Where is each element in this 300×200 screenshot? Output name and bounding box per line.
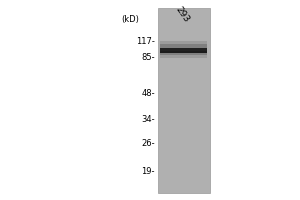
Text: 117-: 117- xyxy=(136,38,155,46)
Bar xyxy=(160,40,207,44)
Bar xyxy=(160,51,207,55)
Bar xyxy=(160,47,207,52)
Text: 293: 293 xyxy=(174,5,191,24)
Text: 26-: 26- xyxy=(141,140,155,148)
Bar xyxy=(160,44,207,48)
Text: 19-: 19- xyxy=(142,168,155,176)
Bar xyxy=(160,54,207,58)
Text: (kD): (kD) xyxy=(121,15,139,24)
Bar xyxy=(158,8,210,193)
Text: 34-: 34- xyxy=(141,116,155,124)
Text: 48-: 48- xyxy=(141,90,155,98)
Text: 85-: 85- xyxy=(141,53,155,62)
